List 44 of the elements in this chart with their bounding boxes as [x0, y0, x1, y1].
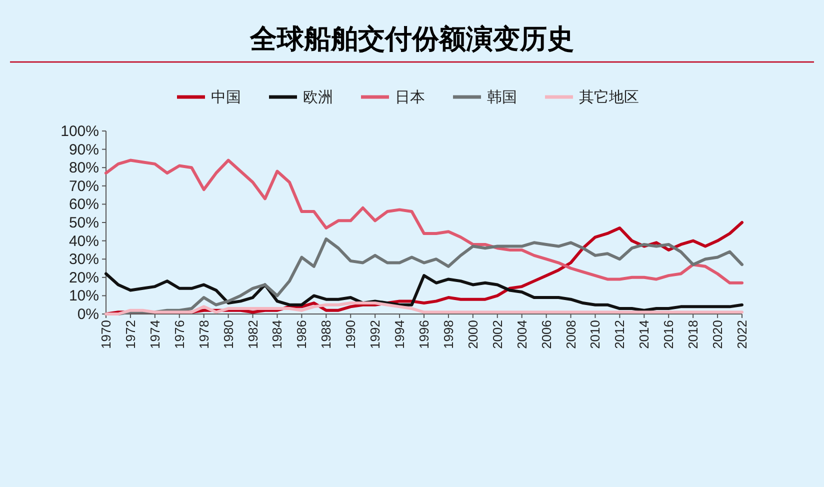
x-tick-label: 1982: [245, 320, 260, 349]
x-tick-label: 1994: [392, 320, 408, 349]
x-tick-label: 1986: [294, 320, 310, 349]
legend-label: 日本: [395, 89, 425, 106]
x-tick-label: 1992: [368, 320, 383, 349]
legend-label: 中国: [211, 89, 241, 106]
x-tick-label: 1978: [196, 320, 212, 349]
x-tick-label: 2010: [588, 320, 603, 349]
y-tick-label: 80%: [68, 160, 99, 177]
x-tick-label: 2004: [514, 320, 530, 349]
x-tick-label: 2018: [686, 320, 701, 349]
x-tick-label: 2022: [734, 320, 750, 349]
x-tick-label: 1974: [147, 320, 162, 349]
x-tick-label: 1988: [318, 320, 334, 349]
x-tick-label: 2002: [490, 320, 505, 349]
x-tick-label: 1998: [440, 320, 456, 349]
x-tick-label: 1984: [270, 320, 285, 349]
legend-label: 欧洲: [303, 89, 333, 106]
y-tick-label: 20%: [68, 269, 99, 286]
x-tick-label: 2008: [563, 320, 578, 349]
x-tick-label: 2014: [636, 320, 652, 349]
y-tick-label: 0%: [77, 306, 99, 323]
y-tick-label: 100%: [60, 123, 99, 140]
x-tick-label: 1990: [343, 320, 358, 349]
x-tick-label: 1976: [172, 320, 187, 349]
chart-title: 全球船舶交付份额演变历史: [249, 24, 574, 54]
x-tick-label: 2016: [661, 320, 676, 349]
x-tick-label: 2020: [710, 320, 726, 349]
y-tick-label: 30%: [68, 251, 99, 268]
x-tick-label: 1980: [220, 320, 236, 349]
x-tick-label: 2000: [465, 320, 480, 349]
x-tick-label: 1996: [416, 320, 432, 349]
legend-label: 韩国: [487, 89, 517, 106]
x-tick-label: 2012: [612, 320, 628, 349]
y-tick-label: 40%: [68, 232, 99, 250]
y-tick-label: 50%: [68, 214, 99, 232]
y-tick-label: 10%: [68, 288, 99, 305]
x-tick-label: 1972: [122, 320, 138, 349]
x-tick-label: 1970: [98, 320, 114, 349]
x-tick-label: 2006: [538, 320, 554, 349]
y-tick-label: 70%: [68, 178, 99, 195]
y-tick-label: 90%: [68, 141, 99, 158]
y-tick-label: 60%: [68, 196, 99, 214]
legend-label: 其它地区: [579, 89, 639, 106]
